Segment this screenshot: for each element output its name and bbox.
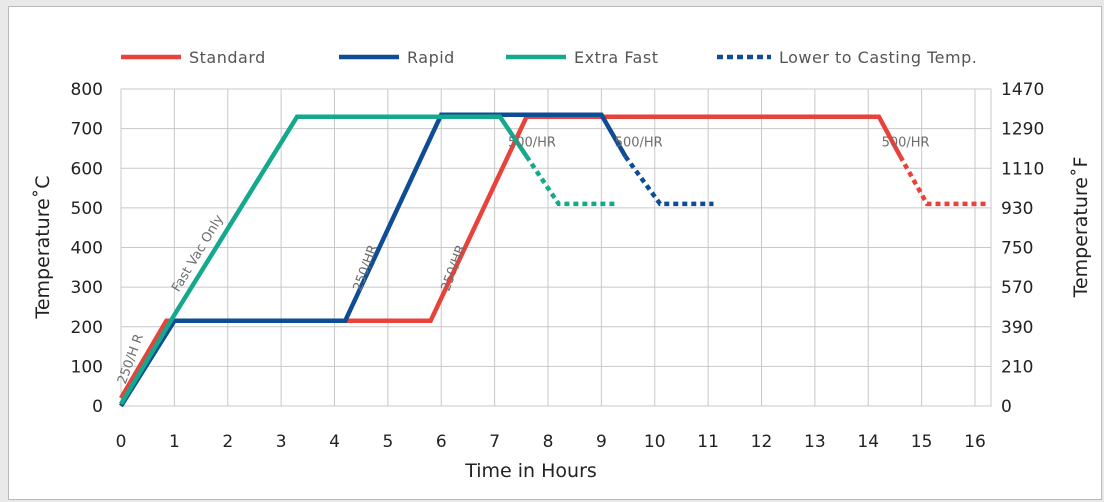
y-right-tick-label: 1470 (1001, 80, 1044, 100)
y-right-tick-label: 1290 (1001, 120, 1044, 140)
legend-label: Standard (189, 48, 266, 67)
x-tick-label: 7 (489, 432, 500, 452)
x-tick-label: 1 (169, 432, 180, 452)
series-dashed-rapid (623, 155, 714, 207)
legend-label: Lower to Casting Temp. (779, 48, 977, 67)
y-right-tick-label: 1110 (1001, 159, 1044, 179)
x-tick-label: 16 (964, 432, 986, 452)
y-tick-label: 200 (71, 318, 103, 338)
x-tick-label: 12 (751, 432, 773, 452)
x-tick-label: 2 (222, 432, 233, 452)
data-series (119, 112, 986, 408)
y-right-tick-label: 930 (1001, 199, 1033, 219)
y-axis-title-right: Temperature˚F (1070, 157, 1092, 299)
y-tick-label: 500 (71, 199, 103, 219)
x-tick-label: 8 (543, 432, 554, 452)
x-tick-label: 3 (276, 432, 287, 452)
y-tick-label: 800 (71, 80, 103, 100)
rate-annotation: 500/HR (615, 135, 663, 150)
x-tick-label: 4 (329, 432, 340, 452)
y-right-tick-label: 390 (1001, 318, 1033, 338)
grid (120, 88, 992, 407)
y-tick-label: 600 (71, 159, 103, 179)
x-tick-label: 6 (436, 432, 447, 452)
x-tick-label: 10 (644, 432, 666, 452)
y-tick-label: 400 (71, 239, 103, 259)
x-tick-label: 9 (596, 432, 607, 452)
y-tick-label: 700 (71, 120, 103, 140)
x-tick-label: 14 (857, 432, 879, 452)
rate-annotation: 500/HR (508, 135, 556, 150)
x-tick-label: 0 (116, 432, 127, 452)
y-right-tick-label: 570 (1001, 278, 1033, 298)
y-right-tick-label: 210 (1001, 357, 1033, 377)
x-tick-label: 5 (382, 432, 393, 452)
x-tick-label: 15 (911, 432, 933, 452)
rate-annotation: 250/HR (351, 243, 382, 293)
rate-annotation: 500/HR (882, 135, 930, 150)
legend-label: Extra Fast (574, 48, 658, 67)
rate-annotation: Fast Vac Only (169, 212, 227, 295)
x-tick-label: 13 (804, 432, 826, 452)
series-line-standard (119, 114, 903, 400)
legend-label: Rapid (407, 48, 455, 67)
y-right-tick-label: 0 (1001, 397, 1012, 417)
rate-annotation: 250/HR (439, 243, 470, 293)
x-tick-label: 11 (697, 432, 719, 452)
series-line-rapid (119, 112, 628, 408)
chart-card: 0 0 100 210 200 390 300 570 400 750 500 930 600 1110 7… (8, 6, 1102, 500)
y-tick-label: 0 (92, 397, 103, 417)
series-dashed-extra-fast (524, 155, 618, 207)
series-dashed-standard (898, 155, 986, 207)
x-axis-title: Time in Hours (464, 460, 597, 482)
y-axis-title-left: Temperature˚C (32, 175, 54, 319)
y-right-tick-label: 750 (1001, 239, 1033, 259)
y-tick-label: 100 (71, 357, 103, 377)
series-line-extra-fast (119, 114, 529, 406)
y-tick-label: 300 (71, 278, 103, 298)
legend: Standard Rapid Extra Fast Lower to Casting … (121, 48, 977, 67)
